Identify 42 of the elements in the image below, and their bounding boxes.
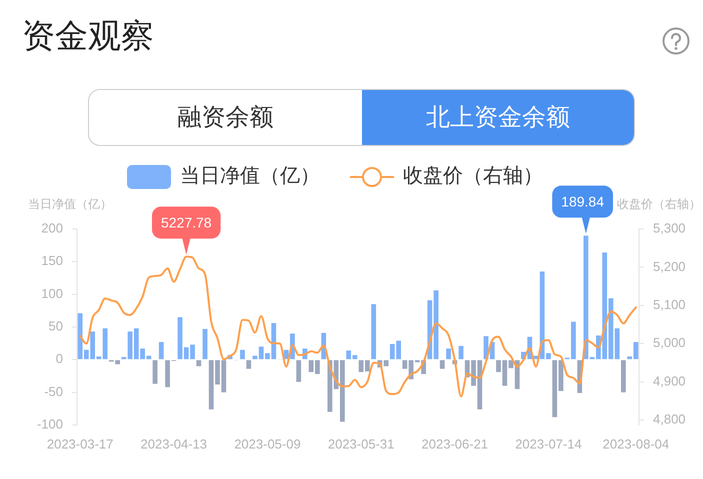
y-tick-label: 0	[56, 351, 63, 366]
y-tick-label: 50	[48, 318, 63, 334]
y-tick-label: 100	[41, 286, 63, 301]
y2-tick-label: 5,200	[653, 258, 686, 274]
y2-tick-label: 5,100	[653, 296, 686, 312]
y2-axis-title: 收盘价（右轴）	[617, 196, 701, 212]
bar	[196, 360, 202, 366]
bar	[296, 360, 302, 382]
x-tick-label: 2023-03-17	[46, 436, 114, 452]
bar	[240, 350, 245, 360]
legend-label: 收盘价（右轴）	[403, 164, 543, 189]
line-series	[79, 256, 637, 398]
bar	[152, 360, 158, 384]
x-tick-label: 2023-05-09	[234, 436, 301, 452]
y-axis-title: 当日净值（亿）	[28, 196, 112, 212]
bar	[620, 360, 626, 392]
x-tick-label: 2023-06-21	[422, 436, 488, 452]
y-tick-label: -100	[36, 416, 63, 432]
selected-tab: 北上资金余额	[362, 90, 634, 145]
y2-tick-label: 5,300	[653, 220, 686, 236]
data-label: 5227.78	[160, 214, 212, 230]
y-tick-label: -50	[44, 384, 63, 399]
y2-tick-label: 4,800	[653, 412, 686, 427]
x-tick-label: 2023-08-04	[602, 436, 670, 452]
bar	[458, 346, 464, 360]
data-label: 189.84	[561, 193, 604, 210]
bar	[446, 348, 451, 360]
x-tick-label: 2023-05-31	[328, 436, 394, 452]
x-tick-label: 2023-04-13	[140, 436, 208, 452]
tab-switch: 融资余额 北上资金余额	[88, 89, 635, 146]
legend-label: 当日净值（亿）	[180, 164, 320, 189]
x-tick-label: 2023-07-14	[515, 436, 582, 452]
bar	[158, 342, 164, 360]
y-tick-label: 200	[41, 220, 63, 236]
bar	[440, 360, 445, 369]
bar	[371, 304, 376, 360]
chart-title: 资金观察	[22, 16, 154, 56]
y2-tick-label: 5,000	[653, 335, 686, 350]
y2-tick-label: 4,900	[653, 373, 686, 388]
bar	[202, 328, 208, 360]
y-tick-label: 150	[41, 253, 63, 268]
bar	[246, 360, 252, 369]
